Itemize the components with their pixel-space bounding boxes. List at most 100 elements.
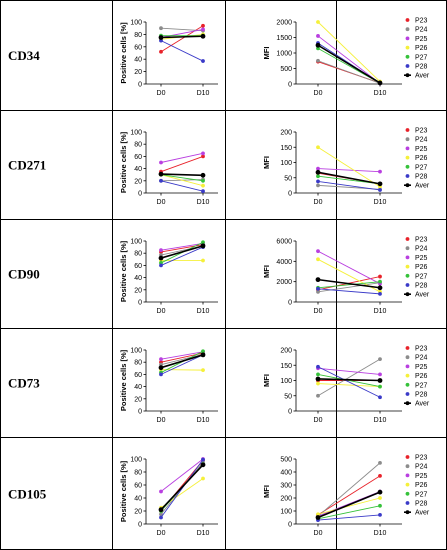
data-point [201, 27, 205, 32]
y-axis-title: MFI [262, 265, 271, 278]
data-point [200, 243, 206, 249]
x-tick-label: D10 [374, 90, 387, 97]
x-tick-label: D0 [157, 308, 166, 315]
data-point [316, 34, 320, 38]
y-tick-label: 80 [134, 251, 142, 258]
data-point [158, 35, 164, 40]
cd90-percent-chart: CD90 0 20 40 60 80 100 D0 D10 Positive cells [%] [8, 239, 218, 315]
legend-label: P24 [415, 464, 428, 471]
data-point [201, 258, 205, 263]
x-tick-label: D10 [197, 308, 210, 315]
data-point [201, 476, 205, 481]
legend-swatch [405, 45, 410, 50]
data-point [378, 461, 382, 465]
series-p28 [316, 286, 382, 296]
data-point [377, 378, 383, 383]
series-p28 [159, 178, 205, 194]
legend-swatch [405, 237, 410, 241]
legend-label: P24 [415, 27, 428, 34]
data-point [316, 20, 320, 24]
data-point [315, 169, 321, 175]
legend: P23 P24 P25 P26 P27 P28 Aver [404, 346, 430, 408]
axes: 0 20 40 60 80 100 D0 D10 Positive cells [%] [119, 457, 218, 537]
axes: 0 20 40 60 80 100 D0 D10 Positive cells [%] [119, 130, 218, 206]
y-tick-label: 60 [134, 44, 142, 51]
data-point [377, 285, 383, 291]
y-tick-label: 0 [288, 409, 292, 416]
y-tick-label: 2000 [276, 279, 292, 286]
y-tick-label: 100 [130, 239, 142, 246]
x-tick-label: D0 [314, 417, 323, 424]
y-tick-label: 200 [280, 130, 292, 137]
legend-label: Aver [415, 292, 430, 299]
series-line [317, 497, 381, 515]
data-point [378, 291, 382, 296]
series-line [160, 35, 204, 39]
series-line [317, 278, 381, 289]
y-tick-label: 100 [130, 130, 142, 137]
data-point [159, 263, 163, 268]
axes: 0 100 200 300 400 500 D0 D10 MFI [262, 457, 402, 537]
data-point [378, 274, 382, 279]
series-p27 [316, 174, 382, 186]
series-aver [158, 352, 206, 371]
data-point [159, 26, 163, 31]
y-tick-label: 50 [284, 393, 292, 400]
legend-label: Aver [415, 401, 430, 408]
y-tick-label: 1000 [276, 51, 292, 58]
data-point [200, 172, 206, 178]
x-tick-label: D10 [197, 90, 210, 97]
legend-swatch [405, 292, 410, 297]
legend-swatch [405, 155, 410, 160]
legend-label: P27 [415, 164, 428, 171]
legend-label: P26 [415, 482, 428, 489]
legend-swatch [405, 146, 410, 151]
y-axis-title: Positive cells [%] [119, 240, 128, 302]
series-aver [158, 33, 206, 40]
legend-label: Aver [415, 510, 430, 517]
data-point [158, 255, 164, 261]
legend-swatch [405, 464, 410, 469]
data-point [378, 169, 382, 174]
legend-swatch [405, 54, 410, 59]
series-line [160, 28, 204, 38]
series-line [317, 281, 381, 289]
y-tick-label: 60 [134, 263, 142, 270]
legend-label: P23 [415, 346, 428, 353]
series-aver [315, 376, 383, 383]
data-point [159, 489, 163, 494]
series-line [317, 21, 381, 82]
data-point [201, 59, 205, 63]
series-line [160, 353, 204, 366]
data-point [378, 372, 382, 377]
data-point [316, 145, 320, 150]
cd271-mfi-chart: 0 50 100 150 200 D0 D10 MFI P23 P24 P25 P26 P27 P28 Av… [262, 128, 430, 207]
series-line [317, 171, 381, 185]
data-point [377, 80, 383, 86]
legend-swatch [405, 355, 410, 360]
y-tick-label: 40 [134, 275, 142, 282]
y-tick-label: 40 [134, 384, 142, 391]
legend-swatch [405, 137, 410, 142]
data-point [377, 181, 383, 187]
x-tick-label: D0 [157, 90, 166, 97]
series-line [160, 27, 204, 32]
data-point [200, 352, 206, 358]
legend-label: P23 [415, 128, 428, 135]
legend-label: P27 [415, 54, 428, 61]
series-line [317, 146, 381, 188]
y-axis-title: Positive cells [%] [119, 131, 128, 193]
legend-label: P26 [415, 373, 428, 380]
legend-swatch [405, 510, 410, 515]
data-point [378, 474, 382, 478]
series-line [317, 462, 381, 517]
legend-label: P25 [415, 255, 428, 262]
data-point [378, 503, 382, 508]
data-point [201, 368, 205, 373]
y-tick-label: 100 [130, 457, 142, 464]
y-tick-label: 100 [130, 20, 142, 27]
y-tick-label: 80 [134, 360, 142, 367]
y-tick-label: 20 [134, 396, 142, 403]
series-line [317, 366, 381, 398]
